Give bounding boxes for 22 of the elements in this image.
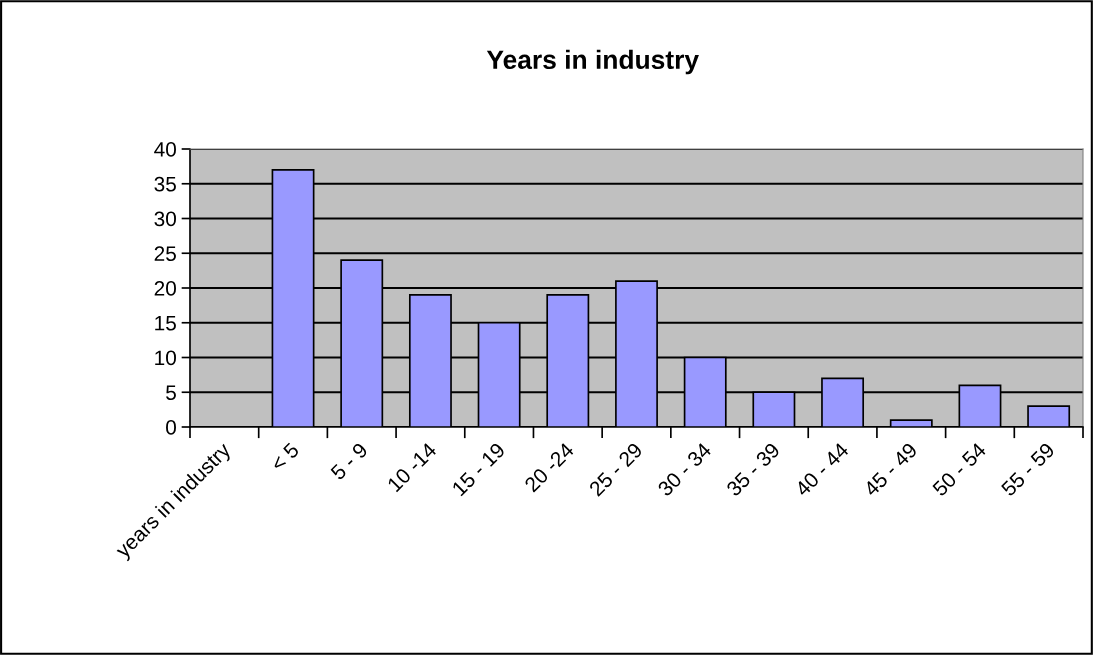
y-tick-label: 15 — [155, 315, 176, 331]
y-tick-label: 0 — [166, 420, 176, 435]
x-tick-label: 30 - 34 — [656, 441, 713, 498]
y-tick-label: 35 — [154, 176, 176, 192]
y-tick-label: 5 — [166, 385, 176, 400]
x-tick-label: 45 - 49 — [862, 441, 918, 498]
x-tick-label: 5 - 9 — [329, 441, 369, 481]
x-tick-label: 15 - 19 — [451, 441, 506, 497]
y-tick-label: 30 — [154, 211, 176, 227]
y-tick-label: 20 — [154, 281, 176, 296]
x-tick-label: 50 - 54 — [931, 441, 987, 497]
x-tick-label: < 5 — [269, 442, 300, 472]
y-tick-label: 40 — [154, 142, 176, 157]
chart-title: Years in industry — [486, 49, 699, 75]
x-tick-label: 55 - 59 — [1000, 441, 1056, 497]
x-tick-label: 40 - 44 — [794, 441, 850, 498]
y-tick-label: 10 — [155, 350, 176, 366]
x-tick-label: 10 -14 — [386, 441, 438, 493]
x-tick-label: 35 - 39 — [725, 441, 781, 498]
x-tick-label: 25 - 29 — [588, 441, 644, 497]
x-tick-label: 20 -24 — [523, 441, 575, 493]
y-tick-label: 25 — [154, 246, 176, 261]
